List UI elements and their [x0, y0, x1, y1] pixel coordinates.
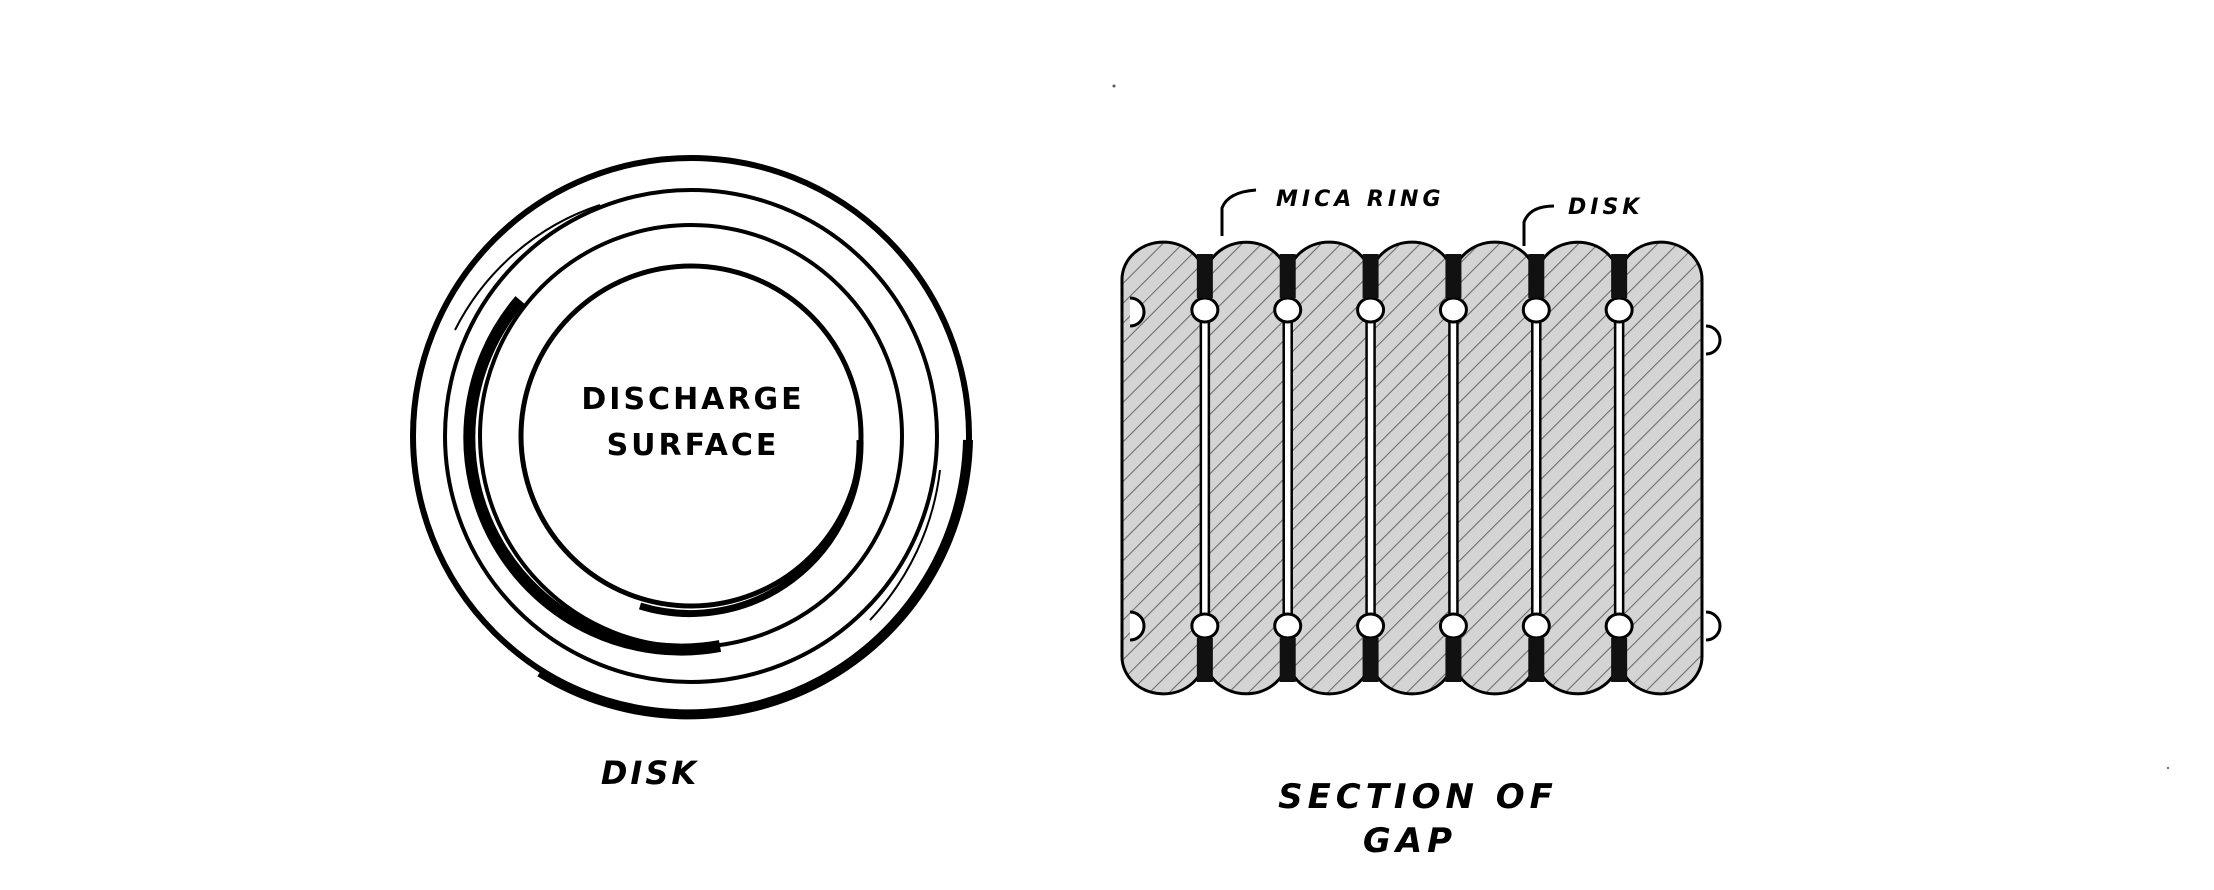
- disk-sketch-stroke-right: [869, 469, 941, 621]
- mica-ring-stack: [1190, 254, 1634, 682]
- air-gap: [1613, 306, 1625, 630]
- disk-middle-shadow: [463, 296, 722, 656]
- disk-sketch-stroke-left: [454, 204, 601, 331]
- stack-left-notch-bottom: [1129, 610, 1146, 642]
- scan-speck: [1112, 84, 1116, 88]
- gap-relief-hole: [1604, 296, 1634, 324]
- mica-ring: [1362, 254, 1379, 298]
- disk-callout-leader: [1522, 204, 1555, 246]
- mica-ring: [1362, 638, 1379, 682]
- hatched-disk-section: [1617, 240, 1704, 696]
- stack-left-notch-top: [1129, 296, 1146, 328]
- gap-relief-hole: [1190, 296, 1220, 324]
- section-caption-line1: SECTION OF: [1278, 777, 1558, 817]
- disk-second-ring: [443, 188, 939, 684]
- mica-ring: [1445, 254, 1462, 298]
- air-gap: [1282, 306, 1293, 630]
- disk-caption: DISK: [601, 754, 699, 792]
- discharge-surface-shadow: [638, 439, 864, 618]
- gap-relief-hole: [1604, 612, 1634, 640]
- gap-relief-hole: [1356, 612, 1386, 640]
- gap-relief-hole: [1190, 612, 1220, 640]
- mica-ring: [1611, 254, 1628, 298]
- disk-top-view: DISCHARGE SURFACE DISK: [410, 155, 973, 792]
- mica-ring: [1279, 638, 1296, 682]
- gap-relief-hole: [1438, 612, 1468, 640]
- disk-stack: [1120, 240, 1704, 696]
- gap-relief-hole: [1521, 296, 1551, 324]
- disk-callout: DISK: [1568, 195, 1643, 220]
- gap-relief-hole: [1273, 296, 1303, 324]
- scan-speck: [2166, 766, 2170, 770]
- discharge-label-line1: DISCHARGE: [581, 382, 804, 417]
- air-gap: [1365, 306, 1376, 630]
- section-caption-line2: GAP: [1363, 821, 1457, 861]
- discharge-surface-circle: [518, 263, 864, 609]
- mica-ring: [1528, 638, 1545, 682]
- mica-ring: [1279, 254, 1296, 298]
- discharge-label-line2: SURFACE: [607, 428, 780, 463]
- mica-ring: [1445, 638, 1462, 682]
- gap-relief-hole: [1273, 612, 1303, 640]
- mica-ring: [1196, 638, 1213, 682]
- mica-ring: [1611, 638, 1628, 682]
- stack-right-notch-bottom: [1705, 610, 1722, 642]
- gap-relief-hole: [1438, 296, 1468, 324]
- stack-right-notch-top: [1705, 324, 1722, 356]
- gap-relief-hole: [1356, 296, 1386, 324]
- gap-section-view: MICA RING DISK SECTION OF GAP: [1120, 187, 1722, 861]
- air-gap: [1199, 306, 1211, 630]
- air-gap: [1448, 306, 1459, 630]
- disk-outer-shadow: [537, 439, 973, 720]
- gap-relief-hole: [1521, 612, 1551, 640]
- mica-ring-callout: MICA RING: [1276, 187, 1445, 212]
- air-gap: [1531, 306, 1542, 630]
- mica-ring: [1528, 254, 1545, 298]
- mica-ring-leader: [1220, 188, 1257, 236]
- mica-ring: [1196, 254, 1213, 298]
